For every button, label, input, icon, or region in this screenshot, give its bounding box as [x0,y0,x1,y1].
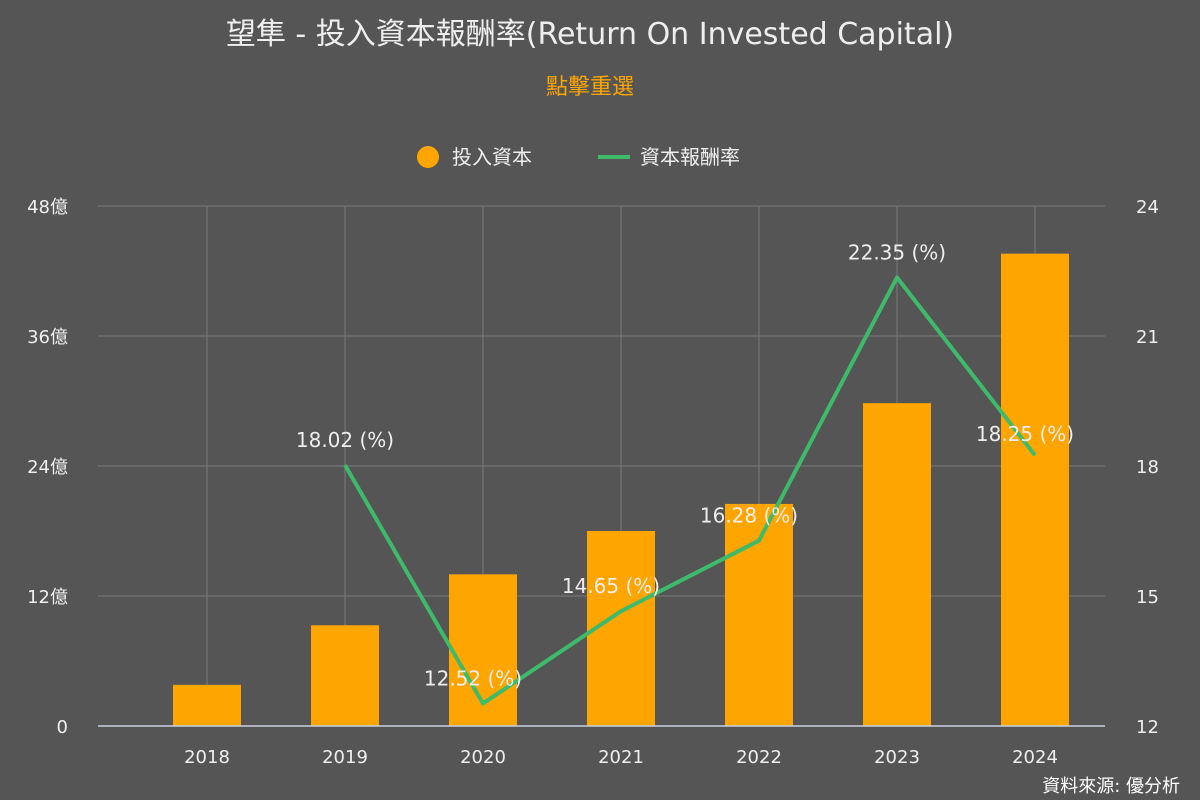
roic-data-label: 18.25 (%) [976,422,1074,446]
legend-bar-swatch [417,146,439,168]
bar [173,684,241,726]
source-note: 資料來源: 優分析 [1042,776,1180,797]
roic-data-label: 18.02 (%) [296,428,394,452]
bar [1001,253,1069,726]
roic-data-label: 16.28 (%) [700,504,798,528]
x-tick-label: 2022 [736,747,782,768]
x-tick-label: 2019 [322,747,368,768]
bar [863,403,931,726]
y-right-tick-label: 24 [1136,197,1159,218]
legend-item-line[interactable]: 資本報酬率 [598,145,740,169]
x-tick-label: 2020 [460,747,506,768]
y-left-tick-label: 12億 [27,587,68,608]
bars [173,253,1069,726]
data-labels: 18.02 (%) 12.52 (%) 14.65 (%) 16.28 (%) 22.3… [296,241,1074,691]
reselect-link[interactable]: 點擊重選 [546,75,634,100]
roic-line [343,275,1037,706]
y-right-tick-label: 12 [1136,717,1159,738]
y-left-tick-label: 36億 [27,327,68,348]
y-right-tick-label: 21 [1136,327,1159,348]
roic-data-label: 22.35 (%) [848,241,946,265]
y-left-tick-label: 0 [57,717,68,738]
y-left-tick-label: 48億 [27,197,68,218]
x-tick-label: 2021 [598,747,644,768]
roic-data-label: 12.52 (%) [424,666,522,690]
x-tick-label: 2023 [874,747,920,768]
legend-item-bar[interactable]: 投入資本 [417,145,532,169]
x-tick-label: 2024 [1012,747,1058,768]
bar [311,625,379,726]
line-series [343,275,1037,706]
legend: 投入資本 資本報酬率 [417,145,740,169]
axes: 0 12億 24億 36億 48億 12 15 18 21 24 2018 2019 2020 2021 2… [27,197,1159,768]
y-left-tick-label: 24億 [27,457,68,478]
x-tick-label: 2018 [184,747,230,768]
chart-title: 望隼 - 投入資本報酬率(Return On Invested Capital) [226,17,954,52]
y-right-tick-label: 18 [1136,457,1159,478]
y-right-tick-label: 15 [1136,587,1159,608]
legend-bar-label: 投入資本 [452,145,532,169]
legend-line-label: 資本報酬率 [640,145,740,169]
roic-data-label: 14.65 (%) [562,574,660,598]
